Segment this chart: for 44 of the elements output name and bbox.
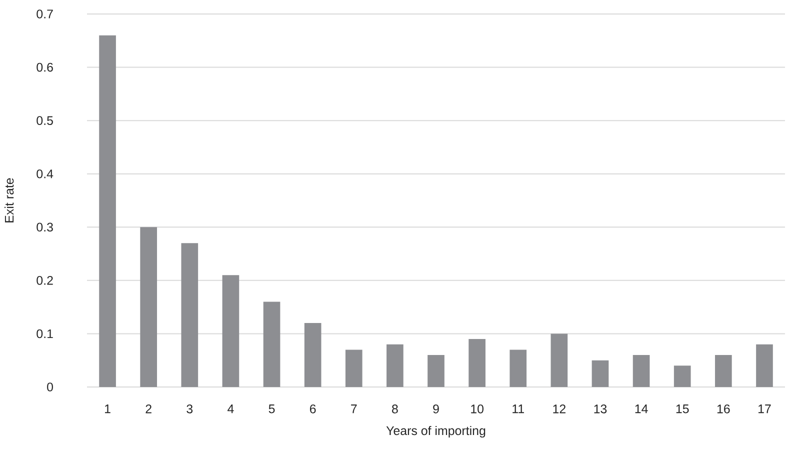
x-tick-label: 13 (594, 404, 607, 414)
x-tick-label: 9 (433, 404, 439, 414)
x-tick-label: 11 (512, 404, 524, 414)
bar (263, 302, 280, 387)
bar (99, 35, 116, 387)
x-tick-label: 8 (392, 404, 398, 414)
y-axis-title: Exit rate (4, 178, 14, 222)
x-tick-label: 4 (228, 404, 234, 414)
y-tick-label: 0 (47, 382, 53, 392)
bar (632, 355, 650, 387)
bar (386, 344, 404, 387)
x-tick-label: 3 (186, 404, 193, 414)
x-tick-label: 2 (146, 404, 152, 414)
bar (140, 227, 158, 387)
x-axis-title: Years of importing (386, 426, 486, 438)
x-tick-label: 17 (758, 404, 771, 414)
bar (674, 366, 691, 387)
x-tick-label: 15 (676, 404, 689, 414)
bar (756, 344, 773, 387)
bar (592, 360, 609, 387)
bar (304, 323, 322, 387)
bar (550, 334, 568, 387)
x-tick-label: 16 (717, 404, 730, 414)
y-tick-label: 0.6 (36, 62, 53, 72)
bar (510, 350, 527, 387)
x-tick-label: 1 (105, 404, 110, 414)
x-tick-label: 12 (553, 404, 566, 414)
x-tick-label: 10 (471, 404, 484, 414)
bar (181, 243, 198, 387)
y-tick-label: 0.1 (36, 329, 53, 338)
y-tick-label: 0.3 (36, 222, 53, 232)
y-tick-label: 0.5 (36, 116, 53, 125)
x-tick-label: 14 (635, 404, 648, 414)
x-tick-label: 7 (351, 404, 357, 414)
y-tick-label: 0.7 (36, 10, 53, 18)
bar (715, 355, 732, 387)
bar (428, 355, 444, 387)
bar (468, 339, 486, 387)
bar (345, 350, 362, 387)
x-tick-label: 6 (310, 404, 316, 414)
bar (222, 275, 240, 387)
y-tick-label: 0.4 (36, 169, 54, 178)
y-tick-label: 0.2 (36, 276, 53, 285)
x-tick-label: 5 (268, 404, 275, 414)
